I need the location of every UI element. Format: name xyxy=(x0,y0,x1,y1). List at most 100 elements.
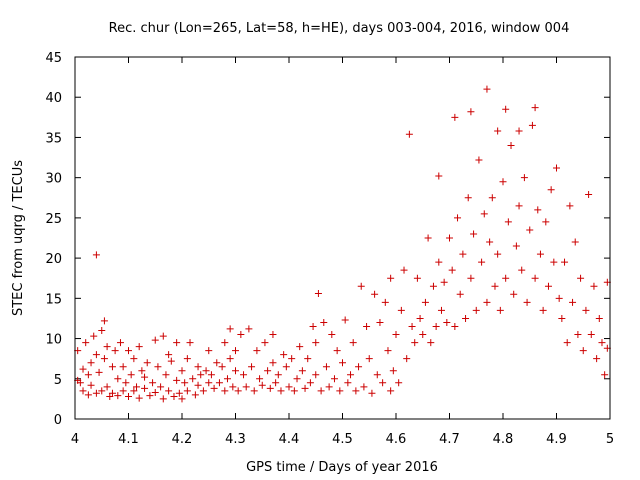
x-tick-label: 4.5 xyxy=(332,432,353,447)
data-point xyxy=(494,250,502,258)
data-point xyxy=(494,127,502,135)
data-point xyxy=(103,383,111,391)
data-point xyxy=(90,332,98,340)
x-axis-label: GPS time / Days of year 2016 xyxy=(246,460,438,475)
data-point xyxy=(347,371,355,379)
data-point xyxy=(146,392,154,400)
data-point xyxy=(116,339,124,347)
x-tick-label: 4.3 xyxy=(225,432,246,447)
data-point xyxy=(558,314,566,322)
data-point xyxy=(515,202,523,210)
data-points xyxy=(74,85,611,403)
data-point xyxy=(534,206,542,214)
data-point xyxy=(395,379,403,387)
data-point xyxy=(571,238,579,246)
data-point xyxy=(314,290,322,298)
x-tick-label: 4.1 xyxy=(118,432,139,447)
data-point xyxy=(355,363,363,371)
data-point xyxy=(467,274,475,282)
data-point xyxy=(226,325,234,333)
data-point xyxy=(197,371,205,379)
data-point xyxy=(194,381,202,389)
data-point xyxy=(590,282,598,290)
data-point xyxy=(210,384,218,392)
data-point xyxy=(488,194,496,202)
data-point xyxy=(531,274,539,282)
data-point xyxy=(411,339,419,347)
data-point xyxy=(413,274,421,282)
data-point xyxy=(122,379,130,387)
data-point xyxy=(237,331,245,339)
data-point xyxy=(451,113,459,121)
data-point xyxy=(301,384,309,392)
data-point xyxy=(320,318,328,326)
y-tick-label: 35 xyxy=(45,131,62,146)
data-point xyxy=(100,355,108,363)
data-point xyxy=(371,290,379,298)
data-point xyxy=(365,355,373,363)
data-point xyxy=(183,355,191,363)
data-point xyxy=(135,394,143,402)
data-point xyxy=(149,379,157,387)
data-point xyxy=(421,298,429,306)
data-point xyxy=(98,387,106,395)
data-point xyxy=(95,368,103,376)
data-point xyxy=(536,250,544,258)
data-point xyxy=(510,290,518,298)
data-point xyxy=(360,383,368,391)
data-point xyxy=(108,389,116,397)
data-point xyxy=(352,387,360,395)
data-point xyxy=(79,387,87,395)
data-point xyxy=(416,314,424,322)
plot-frame xyxy=(74,56,611,420)
data-point xyxy=(290,387,298,395)
data-point xyxy=(523,298,531,306)
data-point xyxy=(258,381,266,389)
data-point xyxy=(79,365,87,373)
data-point xyxy=(539,306,547,314)
data-point xyxy=(349,339,357,347)
data-point xyxy=(368,389,376,397)
data-point xyxy=(218,363,226,371)
data-point xyxy=(518,266,526,274)
data-point xyxy=(317,387,325,395)
data-point xyxy=(245,325,253,333)
data-point xyxy=(312,339,320,347)
data-point xyxy=(470,230,478,238)
data-point xyxy=(574,331,582,339)
data-point xyxy=(601,371,609,379)
data-point xyxy=(119,387,127,395)
data-point xyxy=(582,306,590,314)
data-point xyxy=(130,387,138,395)
data-point xyxy=(333,347,341,355)
data-point xyxy=(232,347,239,355)
data-point xyxy=(561,258,569,266)
data-point xyxy=(306,379,314,387)
data-point xyxy=(175,389,183,397)
data-point xyxy=(381,298,389,306)
data-point xyxy=(528,121,536,129)
data-point xyxy=(199,387,207,395)
data-point xyxy=(141,384,149,392)
data-point xyxy=(598,339,606,347)
data-point xyxy=(312,371,320,379)
data-point xyxy=(553,164,560,172)
data-point xyxy=(154,363,162,371)
data-point xyxy=(226,355,234,363)
y-tick-label: 40 xyxy=(45,91,62,106)
y-tick-label: 30 xyxy=(45,172,62,187)
y-tick-label: 15 xyxy=(45,292,62,307)
data-point xyxy=(387,387,395,395)
data-point xyxy=(84,371,92,379)
data-point xyxy=(376,318,384,326)
data-point xyxy=(384,347,392,355)
data-point xyxy=(256,375,264,383)
data-point xyxy=(87,381,95,389)
data-point xyxy=(125,347,132,355)
data-point xyxy=(277,387,285,395)
data-point xyxy=(141,373,149,381)
data-point xyxy=(507,141,515,149)
data-point xyxy=(357,282,365,290)
data-point xyxy=(467,108,475,116)
data-point xyxy=(454,214,462,222)
